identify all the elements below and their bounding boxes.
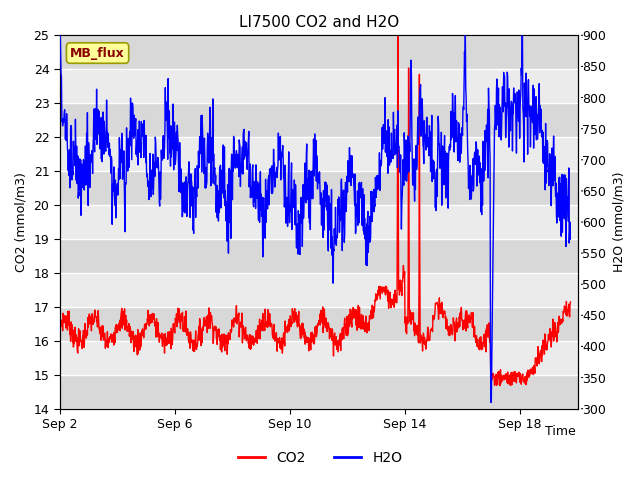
Bar: [60, 36, 577, 69]
Y-axis label: CO2 (mmol/m3): CO2 (mmol/m3): [15, 172, 28, 272]
Legend: CO2, H2O: CO2, H2O: [232, 445, 408, 471]
Bar: [60, 137, 577, 171]
Text: MB_flux: MB_flux: [70, 47, 125, 60]
Title: LI7500 CO2 and H2O: LI7500 CO2 and H2O: [239, 15, 399, 30]
Bar: [60, 103, 577, 137]
Bar: [60, 341, 577, 375]
Y-axis label: H2O (mmol/m3): H2O (mmol/m3): [612, 172, 625, 272]
Bar: [60, 239, 577, 273]
Bar: [60, 307, 577, 341]
Bar: [60, 375, 577, 408]
Bar: [60, 171, 577, 205]
Bar: [60, 273, 577, 307]
Bar: [60, 205, 577, 239]
Bar: [60, 69, 577, 103]
Text: Time: Time: [545, 425, 576, 438]
